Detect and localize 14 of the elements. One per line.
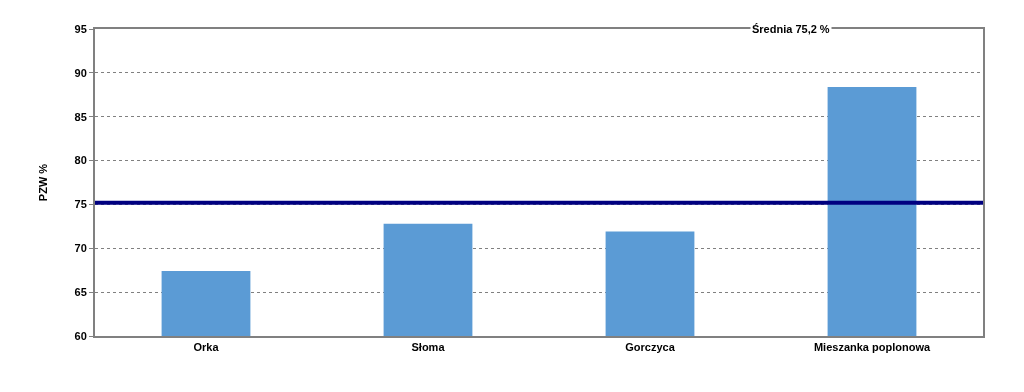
- x-tick-label: Gorczyca: [625, 341, 676, 354]
- x-tick-label: Orka: [193, 341, 220, 354]
- y-tick-label: 90: [74, 66, 87, 79]
- x-tick-label: Słoma: [411, 341, 446, 354]
- y-axis-title: PZW %: [36, 163, 49, 202]
- annotation: Średnia 75,2 %: [752, 23, 830, 35]
- y-tick-label: 70: [74, 242, 87, 255]
- y-tick-label: 65: [74, 285, 87, 298]
- x-tick-label: Mieszanka poplonowa: [813, 341, 931, 354]
- y-tick-label: 95: [74, 22, 87, 35]
- y-tick-label: 85: [74, 110, 87, 123]
- y-tick-label: 60: [74, 329, 87, 342]
- y-tick-label: 80: [74, 154, 87, 167]
- y-tick-label: 75: [74, 198, 87, 211]
